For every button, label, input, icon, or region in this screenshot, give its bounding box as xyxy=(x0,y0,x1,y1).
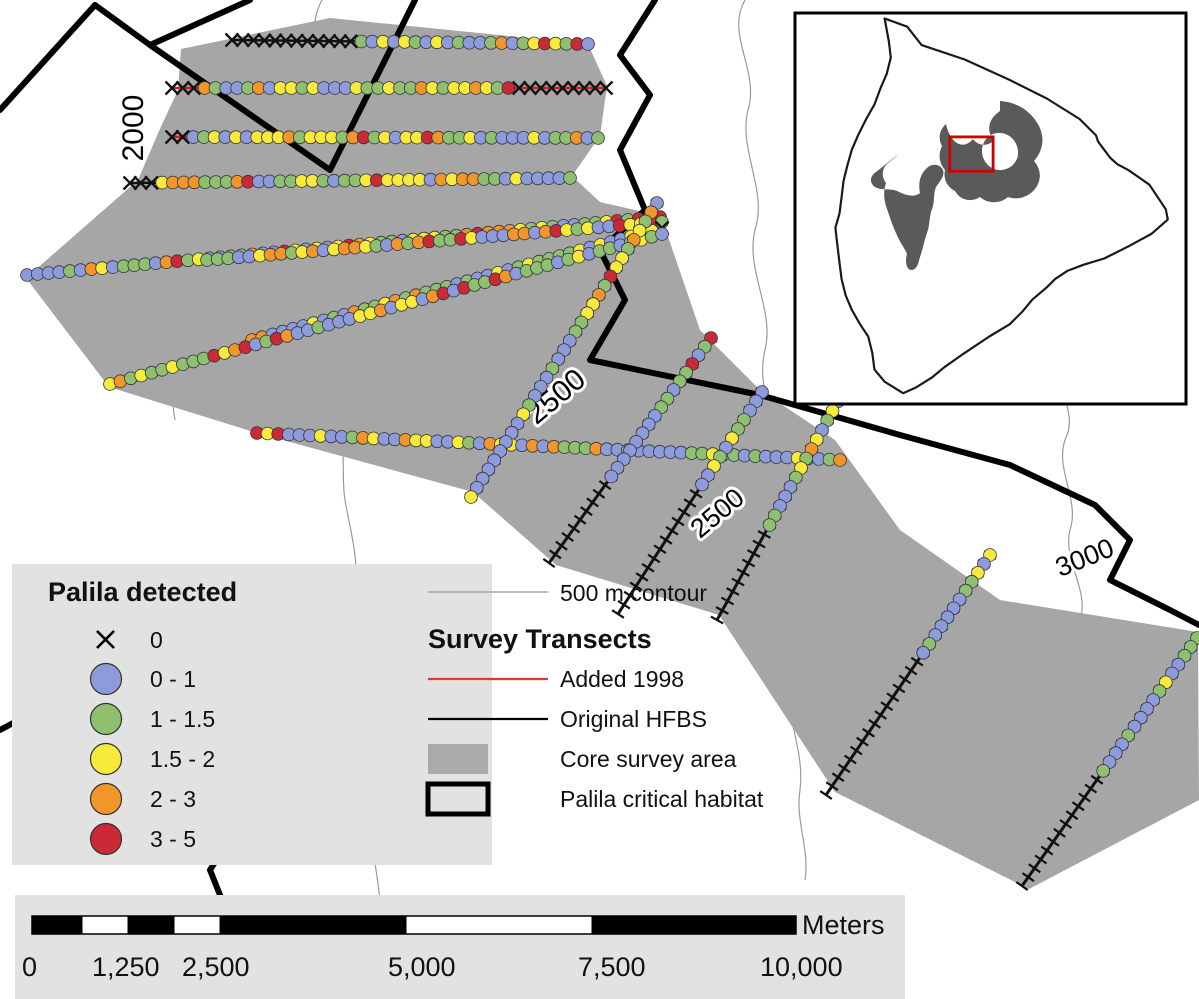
svg-text:0 - 1: 0 - 1 xyxy=(150,666,196,692)
svg-text:Added 1998: Added 1998 xyxy=(560,666,684,692)
svg-text:Palila detected: Palila detected xyxy=(48,577,237,607)
svg-text:2,500: 2,500 xyxy=(182,952,250,982)
svg-text:2000: 2000 xyxy=(117,95,150,162)
svg-text:1 - 1.5: 1 - 1.5 xyxy=(150,706,215,732)
svg-text:Original HFBS: Original HFBS xyxy=(560,706,707,732)
svg-text:Palila critical habitat: Palila critical habitat xyxy=(560,786,764,812)
svg-text:3 - 5: 3 - 5 xyxy=(150,826,196,852)
svg-text:Meters: Meters xyxy=(802,910,885,940)
svg-text:2 - 3: 2 - 3 xyxy=(150,786,196,812)
svg-text:3000: 3000 xyxy=(1051,532,1118,582)
svg-text:7,500: 7,500 xyxy=(578,952,646,982)
svg-text:1.5 - 2: 1.5 - 2 xyxy=(150,746,215,772)
svg-text:500 m contour: 500 m contour xyxy=(560,580,707,606)
svg-text:10,000: 10,000 xyxy=(760,952,843,982)
svg-text:Core survey area: Core survey area xyxy=(560,746,737,772)
svg-text:0: 0 xyxy=(150,627,163,653)
svg-text:Survey Transects: Survey Transects xyxy=(428,624,652,654)
svg-text:1,250: 1,250 xyxy=(92,952,160,982)
svg-text:5,000: 5,000 xyxy=(388,952,456,982)
svg-text:0: 0 xyxy=(22,952,37,982)
